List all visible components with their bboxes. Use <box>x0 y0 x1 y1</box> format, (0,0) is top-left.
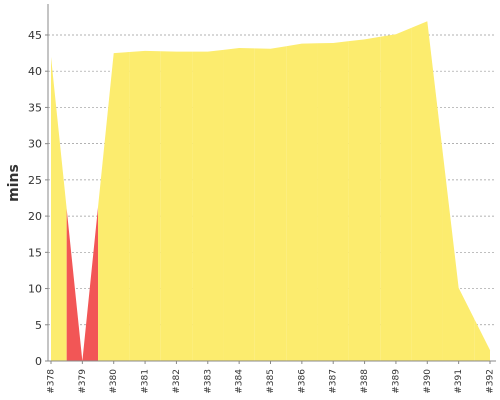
x-tick-label: #388 <box>360 369 370 394</box>
y-tick-label: 30 <box>28 138 42 151</box>
y-tick-label: 40 <box>28 65 42 78</box>
x-tick-label: #390 <box>423 369 433 394</box>
area-segment <box>317 41 349 361</box>
area-segment <box>51 56 67 361</box>
x-tick-label: #381 <box>141 369 151 394</box>
x-tick-label: #387 <box>329 369 339 394</box>
y-tick-label: 20 <box>28 210 42 223</box>
area-segment <box>192 49 224 361</box>
y-tick-label: 5 <box>35 319 42 332</box>
x-tick-label: #386 <box>297 369 307 394</box>
y-tick-label: 0 <box>35 355 42 368</box>
x-tick-label: #382 <box>172 369 182 394</box>
y-axis-label: mins <box>6 164 22 202</box>
x-tick-label: #380 <box>109 369 119 394</box>
x-tick-label: #383 <box>203 369 213 394</box>
y-tick-label: 15 <box>28 246 42 259</box>
area-segment <box>411 21 443 361</box>
y-tick-label: 35 <box>28 101 42 114</box>
area-segment <box>380 27 412 362</box>
y-tick-label: 10 <box>28 283 42 296</box>
x-tick-label: #378 <box>47 369 57 394</box>
area-segment <box>160 51 193 362</box>
area-segment <box>129 50 161 361</box>
y-tick-label: 45 <box>28 29 42 42</box>
area-segment <box>474 318 490 361</box>
area-segment <box>223 48 255 361</box>
x-tick-label: #384 <box>235 369 245 394</box>
area-segment <box>98 52 130 362</box>
x-tick-label: #392 <box>486 369 496 394</box>
area-segment <box>442 154 475 361</box>
area-segment <box>286 43 318 362</box>
area-segment <box>348 36 381 361</box>
x-tick-label: #389 <box>391 369 401 394</box>
area-segment <box>66 207 99 361</box>
x-tick-label: #385 <box>266 369 276 394</box>
y-tick-label: 25 <box>28 174 42 187</box>
area-segment <box>254 46 287 362</box>
x-tick-label: #379 <box>78 369 88 394</box>
x-tick-label: #391 <box>454 369 464 394</box>
